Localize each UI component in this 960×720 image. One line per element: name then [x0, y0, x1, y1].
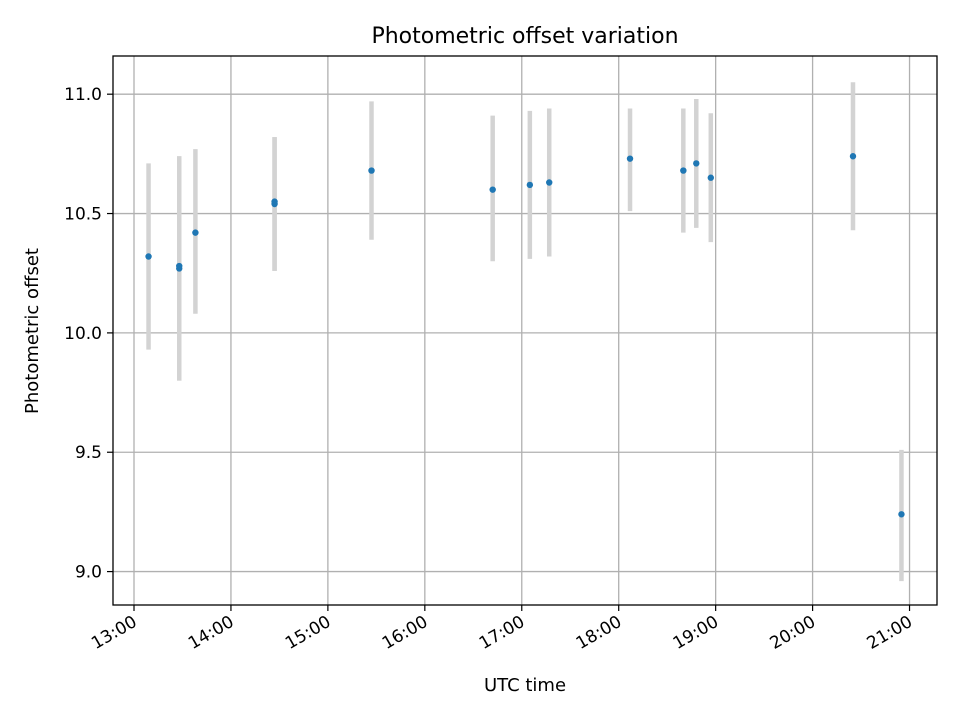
y-tick-label: 9.0: [75, 563, 102, 583]
y-tick-label: 11.0: [64, 85, 102, 105]
plot-frame: [112, 55, 938, 606]
x-tick-label: 17:00: [476, 612, 528, 654]
chart-title: Photometric offset variation: [371, 24, 678, 49]
y-axis-ticks: 9.0 9.5 10.0 10.5 11.0: [64, 85, 113, 583]
data-points: [145, 153, 905, 518]
grid: [113, 56, 937, 605]
y-tick-label: 10.5: [64, 205, 102, 225]
y-axis-label: Photometric offset: [22, 248, 43, 414]
data-point: [176, 262, 183, 270]
x-axis-label: UTC time: [484, 675, 566, 696]
x-tick-label: 19:00: [670, 612, 722, 654]
data-point: [849, 153, 857, 160]
data-point: [526, 181, 534, 189]
data-point: [546, 179, 553, 186]
data-point: [707, 174, 715, 181]
x-tick-label: 14:00: [185, 612, 237, 654]
data-point: [192, 229, 199, 236]
x-tick-label: 18:00: [573, 612, 625, 654]
x-tick-label: 15:00: [282, 612, 334, 654]
y-tick-label: 10.0: [64, 324, 102, 344]
x-tick-label: 13:00: [88, 612, 140, 654]
data-point: [489, 186, 496, 193]
data-point: [271, 198, 278, 205]
data-point: [626, 155, 634, 162]
x-axis-ticks: 13:00 14:00 15:00 16:00 17:00 18:00 19:00 20:00…: [88, 605, 916, 654]
error-bars: [146, 82, 904, 582]
y-tick-label: 9.5: [75, 443, 102, 463]
data-point: [680, 167, 687, 174]
data-point: [898, 511, 905, 518]
data-point: [368, 167, 375, 174]
x-tick-label: 16:00: [379, 612, 431, 654]
data-point: [693, 160, 700, 167]
x-tick-label: 20:00: [767, 612, 819, 654]
x-tick-label: 21:00: [864, 612, 916, 654]
data-point: [145, 253, 152, 260]
